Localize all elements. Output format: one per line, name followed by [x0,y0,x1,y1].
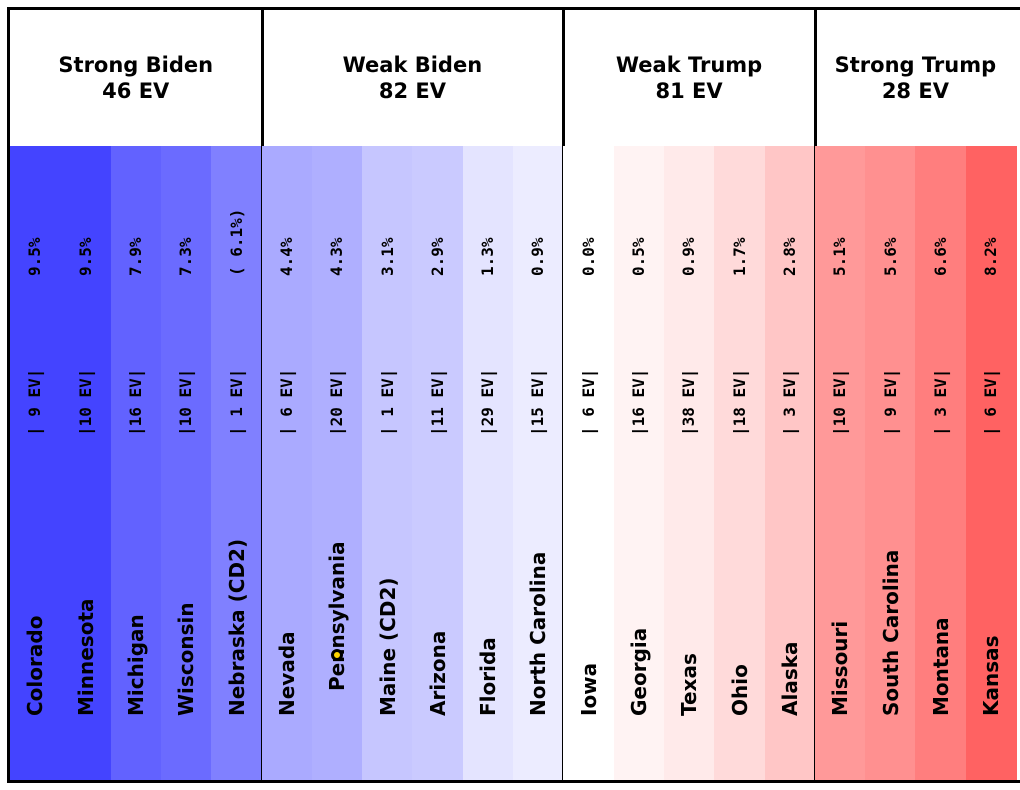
state-column: Ohio |18 EV| 1.7% [714,146,766,783]
state-name: Nevada [274,631,299,716]
state-name: Georgia [627,627,652,716]
group-ev-total: 82 EV [378,79,446,103]
group-ev-total: 81 EV [655,79,723,103]
state-ev: |11 EV| [427,368,447,436]
group-label: Weak Biden [342,53,483,77]
state-ev: |10 EV| [75,368,95,436]
state-name: Iowa [576,662,601,716]
state-ev: | 6 EV| [276,368,296,436]
state-margin: 2.8% [779,237,799,276]
state-name: North Carolina [526,551,551,716]
state-column: Maine (CD2) | 1 EV| 3.1% [362,146,413,783]
state-margin: 6.6% [930,237,950,276]
state-column: Nebraska (CD2) | 1 EV| ( 6.1%) [211,146,263,783]
state-ev: |16 EV| [629,368,649,436]
state-margin: 2.9% [427,237,447,276]
state-column: Kansas | 6 EV| 8.2% [965,146,1017,783]
group-header: Weak Trump 81 EV [563,10,815,146]
state-margin: ( 6.1%) [226,208,246,276]
highlight-dot-icon [330,649,343,661]
group-header: Weak Biden 82 EV [262,10,564,146]
group-label: Weak Trump [615,53,763,77]
state-name: Texas [677,653,702,716]
state-ev: | 3 EV| [779,368,799,436]
state-margin: 9.5% [25,237,45,276]
group-ev-total: 46 EV [102,79,170,103]
state-column: Alaska | 3 EV| 2.8% [764,146,816,783]
border-left [7,7,10,783]
state-column: North Carolina |15 EV| 0.9% [513,146,564,783]
state-column: South Carolina | 9 EV| 5.6% [865,146,916,783]
state-column: Montana | 3 EV| 6.6% [915,146,967,783]
state-margin: 5.6% [880,237,900,276]
state-ev: |16 EV| [126,368,146,436]
state-margin: 4.4% [276,237,296,276]
state-name: Arizona [425,630,450,716]
group-label: Strong Biden [58,53,214,77]
state-ev: |38 EV| [679,368,699,436]
state-column: Wisconsin |10 EV| 7.3% [160,146,212,783]
state-name: Maine (CD2) [375,577,400,717]
state-ev: | 9 EV| [880,368,900,436]
state-name: Wisconsin [174,602,199,716]
state-column: Iowa | 6 EV| 0.0% [563,146,615,783]
state-name: Pennsylvania [325,541,350,691]
state-margin: 8.2% [981,237,1001,276]
state-ev: |10 EV| [176,368,196,436]
state-column: Pennsylvania |20 EV| 4.3% [311,146,363,783]
state-ev: | 1 EV| [226,368,246,436]
state-name: Alaska [777,641,802,716]
state-name: Missouri [828,620,853,716]
state-ev: | 9 EV| [25,368,45,436]
state-column: Missouri |10 EV| 5.1% [814,146,866,783]
state-ev: |10 EV| [830,368,850,436]
state-margin: 1.7% [729,237,749,276]
state-margin: 0.9% [528,237,548,276]
state-name: Montana [928,617,953,716]
state-margin: 0.9% [679,237,699,276]
state-margin: 7.9% [126,237,146,276]
state-ev: | 3 EV| [930,368,950,436]
state-name: Florida [476,637,501,716]
state-name: Michigan [124,614,149,716]
group-header: Strong Biden 46 EV [10,10,262,146]
state-name: Nebraska (CD2) [224,538,249,716]
state-name: Ohio [727,664,752,716]
state-ev: |15 EV| [528,368,548,436]
state-name: Kansas [979,635,1004,716]
state-margin: 4.3% [327,237,347,276]
state-margin: 0.0% [578,237,598,276]
state-ev: |18 EV| [729,368,749,436]
state-name: Colorado [23,615,48,716]
state-column: Minnesota |10 EV| 9.5% [60,146,112,783]
state-margin: 0.5% [629,237,649,276]
group-label: Strong Trump [834,53,997,77]
state-ev: | 6 EV| [981,368,1001,436]
state-margin: 1.3% [478,237,498,276]
state-name: South Carolina [878,549,903,716]
state-ev: |20 EV| [327,368,347,436]
state-name: Minnesota [73,598,98,717]
state-column: Florida |29 EV| 1.3% [462,146,514,783]
state-column: Michigan |16 EV| 7.9% [110,146,162,783]
state-column: Nevada | 6 EV| 4.4% [261,146,313,783]
state-margin: 9.5% [75,237,95,276]
state-ev: | 6 EV| [578,368,598,436]
state-ev: | 1 EV| [377,368,397,436]
state-column: Texas |38 EV| 0.9% [663,146,715,783]
state-margin: 7.3% [176,237,196,276]
group-header: Strong Trump 28 EV [815,10,1016,146]
state-column: Colorado | 9 EV| 9.5% [10,146,61,783]
group-ev-total: 28 EV [881,79,949,103]
state-margin: 5.1% [830,237,850,276]
state-column: Georgia |16 EV| 0.5% [613,146,665,783]
state-ev: |29 EV| [478,368,498,436]
state-margin: 3.1% [377,237,397,276]
state-column: Arizona |11 EV| 2.9% [412,146,464,783]
